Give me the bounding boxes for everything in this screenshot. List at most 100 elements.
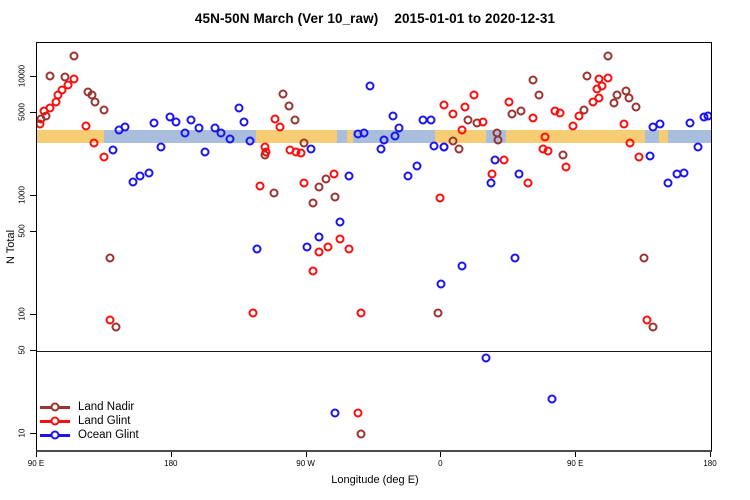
data-point-land-nadir — [111, 322, 121, 332]
data-point-land-glint — [248, 308, 258, 318]
data-point-land-nadir — [579, 105, 589, 115]
data-point-land-nadir — [90, 97, 100, 107]
data-point-land-nadir — [99, 105, 109, 115]
data-point-land-glint — [504, 97, 514, 107]
data-point-land-nadir — [433, 308, 443, 318]
data-point-ocean-glint — [302, 242, 312, 252]
legend-label: Land Nadir — [78, 401, 135, 413]
data-point-ocean-glint — [655, 119, 665, 129]
y-tick — [30, 194, 36, 196]
data-point-ocean-glint — [335, 217, 345, 227]
data-point-land-nadir — [308, 198, 318, 208]
data-point-land-glint — [314, 247, 324, 257]
data-point-ocean-glint — [481, 353, 491, 363]
y-tick-label: 50 — [17, 345, 27, 355]
data-point-land-glint — [308, 266, 318, 276]
data-point-land-glint — [270, 114, 280, 124]
data-point-land-glint — [540, 132, 550, 142]
data-point-ocean-glint — [365, 81, 374, 91]
data-point-ocean-glint — [216, 128, 226, 138]
data-point-ocean-glint — [439, 142, 449, 152]
data-point-ocean-glint — [547, 394, 557, 404]
plot-area — [36, 42, 712, 452]
data-point-ocean-glint — [225, 134, 235, 144]
data-point-land-nadir — [314, 182, 324, 192]
data-point-land-nadir — [507, 109, 517, 119]
legend: Land Nadir Land Glint Ocean Glint — [40, 400, 139, 442]
y-tick — [30, 350, 36, 352]
x-tick — [170, 452, 172, 457]
chart-title-dates: 2015-01-01 to 2020-12-31 — [394, 11, 556, 26]
legend-marker-line — [40, 416, 70, 426]
land-ocean-band-segment-land — [37, 130, 105, 143]
data-point-ocean-glint — [426, 115, 436, 125]
land-ocean-band-segment-land — [347, 130, 354, 143]
data-point-land-glint — [574, 111, 584, 121]
data-point-land-nadir — [648, 322, 658, 332]
x-tick-label: 90 W — [296, 459, 315, 468]
data-point-land-nadir — [356, 429, 366, 439]
data-point-land-glint — [478, 117, 488, 127]
x-tick-label: 90 E — [27, 459, 45, 468]
data-point-land-glint — [51, 97, 61, 107]
data-point-land-nadir — [269, 188, 279, 198]
x-tick — [305, 452, 307, 457]
data-point-land-glint — [81, 121, 91, 131]
data-point-ocean-glint — [403, 171, 413, 181]
data-point-land-nadir — [278, 89, 288, 99]
data-point-ocean-glint — [128, 177, 138, 187]
data-point-land-glint — [555, 108, 565, 118]
chart-title: 45N-50N March (Ver 10_raw) 2015-01-01 to … — [0, 11, 750, 26]
data-point-land-glint — [63, 80, 73, 90]
data-point-land-nadir — [45, 71, 55, 81]
x-tick-label: 0 — [438, 459, 443, 468]
data-point-ocean-glint — [306, 144, 316, 154]
data-point-land-glint — [99, 152, 109, 162]
data-point-land-glint — [634, 152, 644, 162]
data-point-ocean-glint — [194, 123, 204, 133]
data-point-land-glint — [594, 74, 604, 84]
data-point-land-nadir — [624, 93, 634, 103]
data-point-land-nadir — [69, 51, 79, 61]
x-tick-label: 180 — [703, 459, 717, 468]
data-point-ocean-glint — [645, 151, 655, 161]
data-point-ocean-glint — [210, 123, 220, 133]
data-point-ocean-glint — [144, 168, 154, 178]
land-ocean-band-segment-ocean — [336, 130, 348, 143]
data-point-ocean-glint — [344, 171, 354, 181]
data-point-land-nadir — [558, 150, 568, 160]
data-point-land-glint — [275, 122, 285, 132]
data-point-ocean-glint — [165, 112, 175, 122]
legend-item-ocean-glint: Ocean Glint — [40, 428, 139, 442]
y-tick-label: 10 — [17, 428, 27, 438]
data-point-land-nadir — [454, 144, 464, 154]
land-ocean-band-segment-ocean — [667, 130, 711, 143]
data-point-ocean-glint — [186, 115, 196, 125]
data-point-land-glint — [642, 315, 652, 325]
data-point-ocean-glint — [514, 169, 524, 179]
data-point-land-nadir — [105, 253, 115, 263]
y-tick-label: 500 — [17, 224, 27, 238]
data-point-land-glint — [603, 73, 613, 83]
data-point-land-glint — [69, 74, 79, 84]
legend-marker-line — [40, 430, 70, 440]
data-point-land-nadir — [330, 192, 340, 202]
data-point-land-glint — [344, 244, 354, 254]
data-point-ocean-glint — [390, 131, 400, 141]
land-ocean-band-segment-land — [505, 130, 646, 143]
data-point-ocean-glint — [120, 122, 130, 132]
data-point-land-nadir — [603, 51, 613, 61]
data-point-ocean-glint — [135, 171, 145, 181]
x-tick — [575, 452, 577, 457]
land-ocean-band-segment-ocean — [645, 130, 659, 143]
data-point-land-nadir — [639, 253, 649, 263]
data-point-ocean-glint — [388, 111, 398, 121]
y-tick — [30, 230, 36, 232]
y-tick-label: 1000 — [17, 186, 27, 204]
y-tick — [30, 433, 36, 435]
data-point-land-nadir — [582, 71, 592, 81]
data-point-ocean-glint — [457, 261, 467, 271]
data-point-land-glint — [625, 138, 635, 148]
legend-marker-circle — [50, 430, 60, 440]
